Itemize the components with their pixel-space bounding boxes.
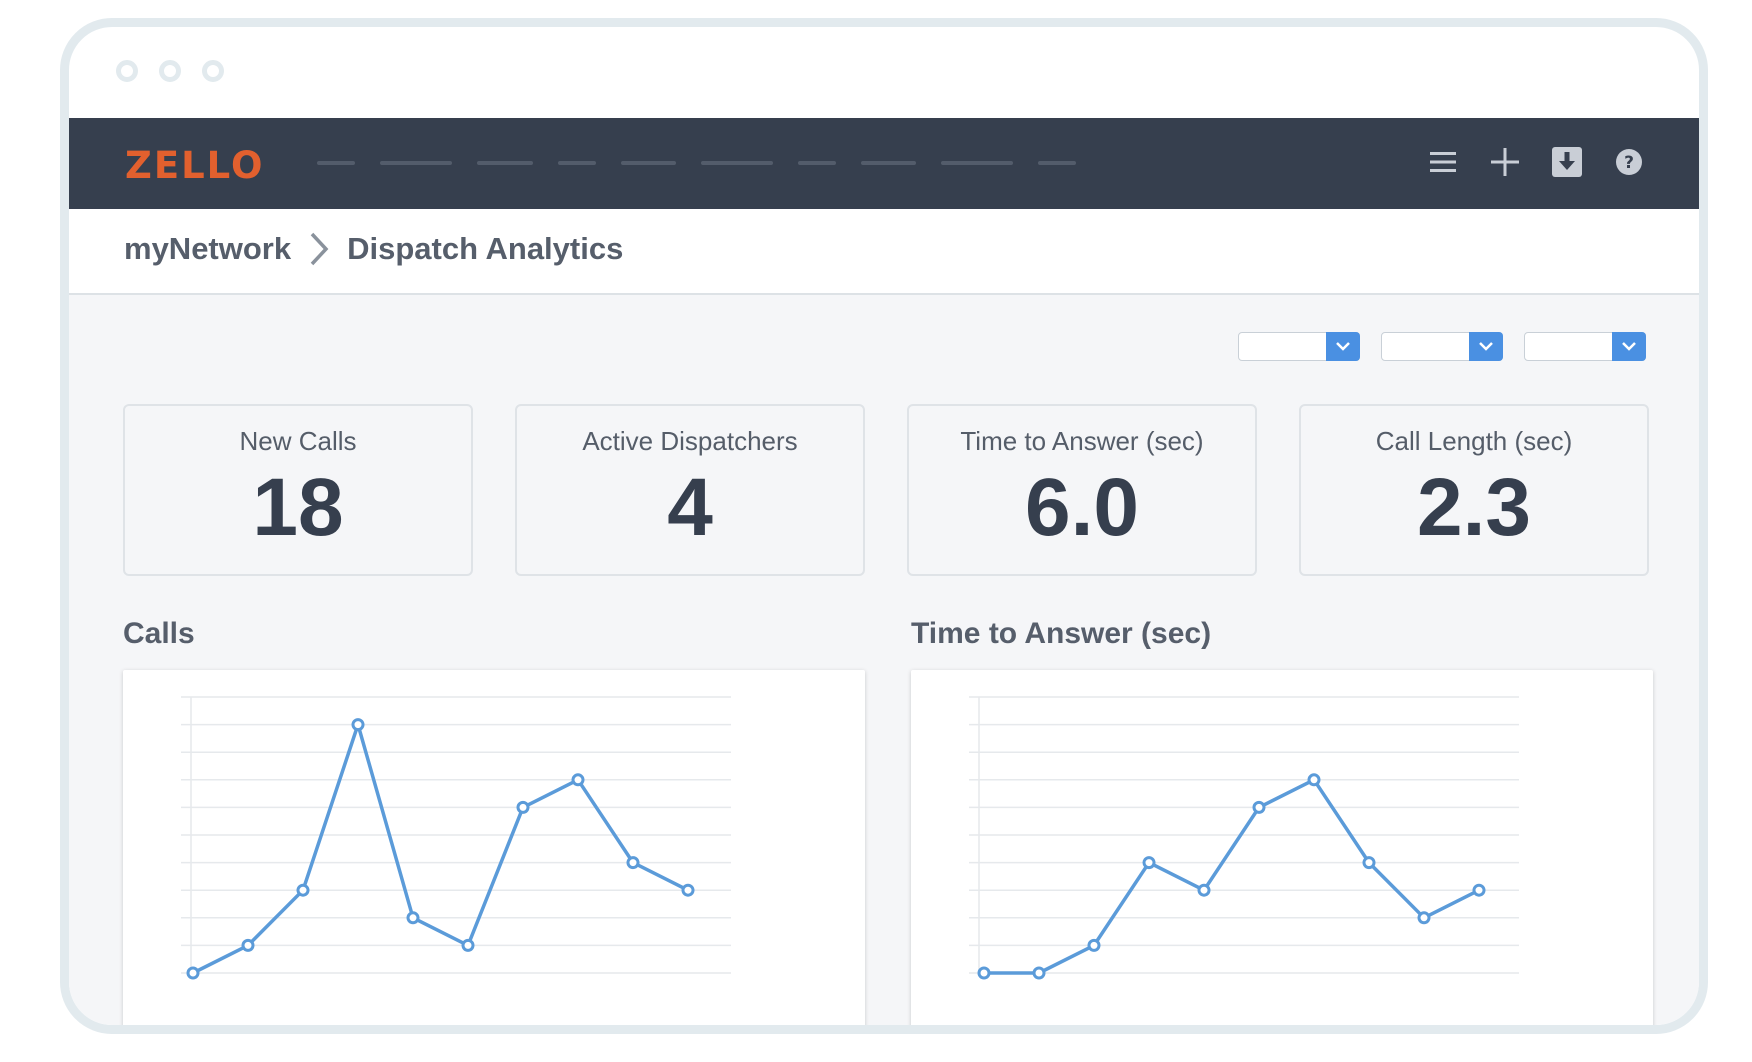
data-point — [1032, 966, 1046, 980]
zello-logo[interactable]: ZELLO — [125, 144, 265, 187]
window-close-dot[interactable] — [116, 60, 138, 82]
kpi-card-time-to-answer: Time to Answer (sec) 6.0 — [907, 404, 1257, 576]
toolbar-icons: ? — [1428, 145, 1644, 179]
kpi-label: Call Length (sec) — [1375, 426, 1573, 456]
breadcrumb-current: Dispatch Analytics — [347, 231, 624, 266]
breadcrumb-root-link[interactable]: myNetwork — [124, 231, 292, 266]
chevron-down-icon[interactable] — [1326, 331, 1360, 361]
breadcrumb: myNetwork Dispatch Analytics — [124, 231, 623, 267]
chevron-right-icon — [309, 232, 329, 266]
nav-link[interactable] — [941, 161, 1013, 165]
kpi-card-active-dispatchers: Active Dispatchers 4 — [515, 404, 865, 576]
nav-link[interactable] — [477, 161, 533, 165]
data-point — [1417, 911, 1431, 925]
kpi-value: 6.0 — [1025, 462, 1139, 553]
data-point — [1252, 800, 1266, 814]
data-point — [186, 966, 200, 980]
filter-select-1[interactable] — [1238, 331, 1360, 361]
data-point — [681, 883, 695, 897]
browser-window: ZELLO ? — [60, 18, 1708, 1034]
kpi-label: Time to Answer (sec) — [960, 426, 1204, 456]
nav-link[interactable] — [701, 161, 773, 165]
svg-text:?: ? — [1624, 153, 1634, 173]
filter-select-3[interactable] — [1524, 331, 1646, 361]
nav-link[interactable] — [380, 161, 452, 165]
data-point — [351, 718, 365, 732]
window-controls — [116, 60, 224, 82]
kpi-label: New Calls — [239, 426, 357, 456]
calls-chart-card — [123, 670, 865, 1025]
download-icon[interactable] — [1552, 145, 1582, 179]
data-point — [1197, 883, 1211, 897]
nav-links-placeholder — [317, 161, 1076, 165]
data-point — [461, 938, 475, 952]
nav-link[interactable] — [558, 161, 596, 165]
data-point — [1307, 773, 1321, 787]
help-icon[interactable]: ? — [1614, 145, 1644, 179]
data-point — [977, 966, 991, 980]
nav-link[interactable] — [621, 161, 676, 165]
filter-select-2[interactable] — [1381, 331, 1503, 361]
series-line — [192, 722, 689, 975]
chevron-down-icon[interactable] — [1612, 331, 1646, 361]
data-point — [571, 773, 585, 787]
data-point — [626, 856, 640, 870]
data-point — [1362, 856, 1376, 870]
kpi-card-call-length: Call Length (sec) 2.3 — [1299, 404, 1649, 576]
calls-chart-title: Calls — [123, 617, 195, 650]
time-to-answer-chart-card — [911, 670, 1653, 1025]
kpi-card-new-calls: New Calls 18 — [123, 404, 473, 576]
kpi-value: 18 — [252, 462, 344, 553]
nav-link[interactable] — [798, 161, 836, 165]
filter-selects — [1238, 331, 1646, 361]
data-point — [1472, 883, 1486, 897]
plus-icon[interactable] — [1490, 145, 1520, 179]
window-minimize-dot[interactable] — [159, 60, 181, 82]
calls-line-chart — [181, 696, 731, 980]
data-point — [516, 800, 530, 814]
menu-icon[interactable] — [1428, 145, 1458, 179]
series-line — [984, 778, 1480, 975]
data-point — [296, 883, 310, 897]
kpi-value: 4 — [667, 462, 713, 553]
dashboard-content: New Calls 18 Active Dispatchers 4 Time t… — [69, 295, 1699, 1025]
nav-link[interactable] — [317, 161, 355, 165]
kpi-value: 2.3 — [1417, 462, 1531, 553]
data-point — [241, 938, 255, 952]
data-point — [1142, 856, 1156, 870]
data-point — [1087, 938, 1101, 952]
nav-link[interactable] — [1038, 161, 1076, 165]
kpi-label: Active Dispatchers — [582, 426, 798, 456]
chevron-down-icon[interactable] — [1469, 331, 1503, 361]
breadcrumb-bar: myNetwork Dispatch Analytics — [69, 209, 1699, 295]
time-to-answer-chart-title: Time to Answer (sec) — [911, 617, 1212, 650]
nav-link[interactable] — [861, 161, 916, 165]
top-navigation-bar: ZELLO ? — [69, 118, 1699, 209]
data-point — [406, 911, 420, 925]
time-to-answer-line-chart — [969, 696, 1519, 980]
kpi-cards: New Calls 18 Active Dispatchers 4 Time t… — [123, 404, 1649, 576]
window-maximize-dot[interactable] — [202, 60, 224, 82]
